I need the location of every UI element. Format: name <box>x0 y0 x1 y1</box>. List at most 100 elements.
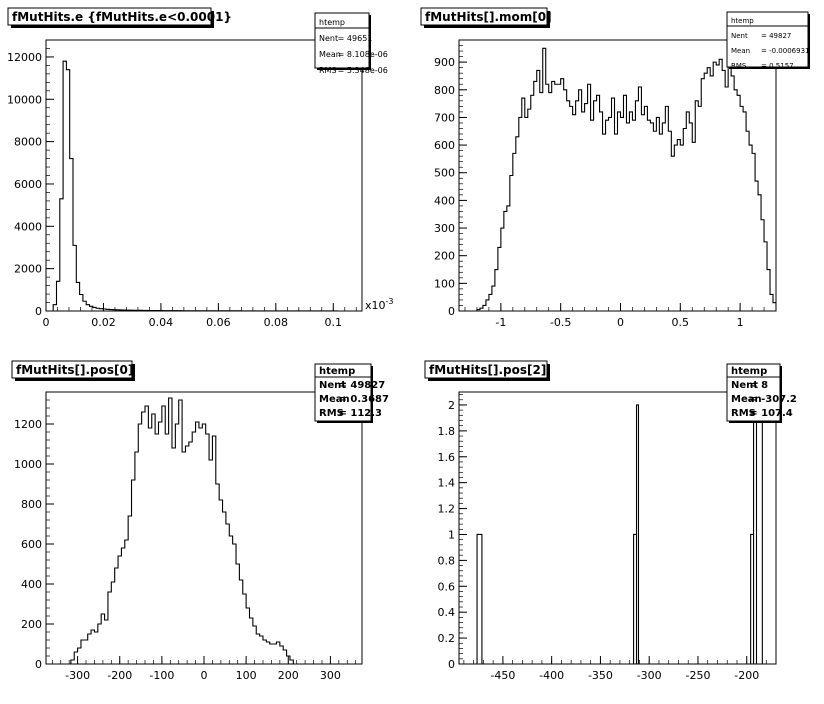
stats-value: = 8.108e-06 <box>338 50 388 59</box>
y-tick-label: 1 <box>448 528 455 541</box>
stats-key: Mean <box>731 47 750 55</box>
x-axis-exponent: x10-3 <box>365 297 394 312</box>
histogram-panel-1: 0 2000 4000 6000 8000 10000 12000 0 0.02 0.04 0.06… <box>7 7 394 329</box>
y-tick-label: 1.4 <box>438 477 456 490</box>
y-tick-label: 200 <box>21 618 42 631</box>
x-tick-label: -0.5 <box>550 316 571 329</box>
histogram-title: fMutHits[].pos[0] <box>16 363 133 377</box>
stats-value: = 107.4 <box>749 408 793 419</box>
y-tick-label: 100 <box>434 277 455 290</box>
y-tick-label: 200 <box>434 250 455 263</box>
y-tick-label: 1200 <box>14 418 42 431</box>
y-tick-label: 6000 <box>14 178 42 191</box>
stats-value: = 49651 <box>338 34 373 43</box>
x-tick-label: -300 <box>637 669 662 682</box>
histogram-title: fMutHits[].mom[0] <box>425 10 552 24</box>
stats-value: = -307.2 <box>749 394 797 405</box>
x-tick-label: -1 <box>495 316 506 329</box>
stats-value: = 8 <box>749 380 768 391</box>
stats-value: = 0.3687 <box>339 394 389 405</box>
histogram-panel-3: 0 200 400 600 800 1000 1200 -300 -200 -100 0 100 200… <box>11 360 389 682</box>
y-tick-label: 1.6 <box>438 451 456 464</box>
plot-frame <box>45 391 363 665</box>
stats-value: = 49827 <box>339 380 386 391</box>
histogram-panel-2: 0 100 200 300 400 500 600 700 800 900 -1 -0.5 0 0.5 1 f… <box>420 7 810 329</box>
x-tick-label: -200 <box>734 669 759 682</box>
stats-box <box>314 363 372 422</box>
stats-key: Mean <box>319 394 350 405</box>
x-tick-label: 0.02 <box>91 316 116 329</box>
histogram-title: fMutHits[].pos[2] <box>429 363 546 377</box>
x-tick-label: 0 <box>201 669 208 682</box>
y-tick-label: 0.2 <box>438 632 456 645</box>
y-tick-label: 12000 <box>7 51 42 64</box>
stats-key: Mean <box>731 394 762 405</box>
plot-frame <box>45 39 363 312</box>
histogram-series <box>70 397 294 664</box>
stats-key: Nent <box>319 34 338 43</box>
y-tick-label: 600 <box>434 139 455 152</box>
x-tick-label: 0.04 <box>149 316 174 329</box>
stats-key: RMS <box>319 408 344 419</box>
y-tick-label: 2000 <box>14 263 42 276</box>
x-tick-label: 0 <box>43 316 50 329</box>
x-tick-label: 200 <box>278 669 299 682</box>
y-tick-label: 400 <box>21 578 42 591</box>
stats-key: RMS <box>319 66 337 75</box>
y-tick-label: 0 <box>35 305 42 318</box>
plot-frame <box>458 391 777 665</box>
stats-value: = 112.3 <box>339 408 383 419</box>
y-tick-label: 0 <box>448 305 455 318</box>
y-tick-label: 700 <box>434 111 455 124</box>
y-tick-label: 500 <box>434 167 455 180</box>
y-tick-label: 800 <box>434 84 455 97</box>
x-tick-label: -450 <box>490 669 515 682</box>
x-tick-label: 300 <box>320 669 341 682</box>
y-tick-label: 10000 <box>7 93 42 106</box>
stats-key: Nent <box>731 380 758 391</box>
title-box <box>11 360 133 379</box>
histogram-series <box>476 47 776 311</box>
y-tick-label: 1000 <box>14 458 42 471</box>
stats-box <box>726 11 809 68</box>
y-tick-label: 0.4 <box>438 606 456 619</box>
y-tick-label: 400 <box>434 194 455 207</box>
x-tick-label: -350 <box>588 669 613 682</box>
title-box <box>7 7 212 26</box>
stats-key: RMS <box>731 62 747 70</box>
x-tick-label: -400 <box>539 669 564 682</box>
y-tick-label: 1.8 <box>438 425 456 438</box>
stats-value: = 0.5157 <box>761 62 794 70</box>
y-tick-label: 900 <box>434 56 455 69</box>
x-tick-label: 1 <box>737 316 744 329</box>
y-tick-label: 0 <box>35 658 42 671</box>
x-tick-label: 0 <box>617 316 624 329</box>
x-tick-label: -300 <box>65 669 90 682</box>
y-tick-label: 800 <box>21 498 42 511</box>
stats-box <box>314 12 370 69</box>
stats-name: htemp <box>319 366 355 377</box>
stats-box <box>726 363 781 422</box>
x-tick-label: 0.08 <box>264 316 289 329</box>
stats-name: htemp <box>731 366 767 377</box>
stats-value: = 5.348e-06 <box>338 66 388 75</box>
y-tick-label: 1.2 <box>438 503 456 516</box>
x-tick-label: -200 <box>107 669 132 682</box>
title-box <box>420 7 548 26</box>
x-tick-label: 0.06 <box>206 316 231 329</box>
y-tick-label: 0.8 <box>438 554 456 567</box>
y-tick-label: 0.6 <box>438 580 456 593</box>
histogram-title: fMutHits.e {fMutHits.e<0.0001} <box>12 10 232 24</box>
stats-value: = 49827 <box>761 32 791 40</box>
histogram-series <box>476 404 763 664</box>
stats-name: htemp <box>731 17 754 25</box>
y-tick-label: 0 <box>448 658 455 671</box>
title-box <box>424 360 548 379</box>
y-tick-label: 300 <box>434 222 455 235</box>
y-tick-label: 8000 <box>14 136 42 149</box>
x-tick-label: 0.5 <box>672 316 690 329</box>
histogram-panel-4: 0 0.2 0.4 0.6 0.8 1 1.2 1.4 1.6 1.8 2 -450 -400 -350 -… <box>424 360 797 682</box>
stats-key: Nent <box>319 380 346 391</box>
x-tick-label: 100 <box>236 669 257 682</box>
